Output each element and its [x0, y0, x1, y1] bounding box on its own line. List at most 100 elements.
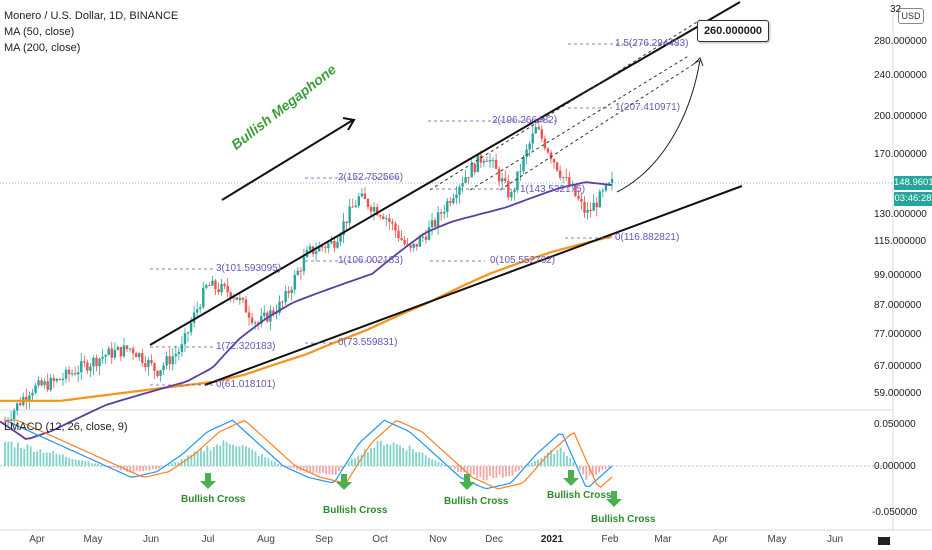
macd-bar: [389, 444, 392, 466]
macd-bar: [293, 466, 295, 469]
price-label-240: 240.000000: [874, 70, 927, 81]
macd-bar: [517, 466, 520, 471]
candle-body: [537, 127, 540, 130]
candle-body: [397, 230, 400, 239]
bullish-cross-label: Bullish Cross: [547, 490, 612, 501]
macd-bar: [331, 466, 334, 475]
macd-bar: [65, 456, 67, 466]
macd-bar: [543, 455, 546, 466]
macd-bar: [498, 466, 501, 475]
macd-bar: [527, 464, 530, 466]
candle-body: [473, 163, 476, 173]
ma50-legend[interactable]: MA (50, close): [4, 26, 75, 38]
candle-body: [55, 378, 59, 381]
macd-bar: [424, 455, 427, 466]
ma200-legend[interactable]: MA (200, close): [4, 42, 81, 54]
price-label-67: 67.000000: [874, 361, 922, 372]
bullish-cross-label: Bullish Cross: [181, 494, 246, 505]
candle-body: [205, 285, 208, 288]
candle-body: [476, 155, 479, 173]
megaphone-lower-line[interactable]: [204, 185, 743, 386]
candle-body: [241, 297, 245, 300]
macd-bar: [591, 466, 594, 476]
macd-bar: [534, 460, 536, 466]
candle-body: [52, 378, 56, 381]
macd-bar: [469, 466, 472, 476]
macd-bar: [325, 466, 328, 475]
macd-bar: [514, 466, 517, 472]
macd-bar: [530, 462, 533, 466]
macd-bar: [428, 457, 430, 466]
megaphone-upper-line[interactable]: [149, 1, 741, 346]
month-label: Dec: [485, 534, 503, 545]
candle-body: [49, 378, 52, 390]
macd-bar: [463, 466, 466, 473]
candle-body: [195, 309, 199, 313]
symbol-legend[interactable]: Monero / U.S. Dollar, 1D, BINANCE: [4, 10, 179, 22]
candle-body: [98, 358, 101, 367]
macd-bar: [562, 452, 565, 466]
candle-body: [43, 381, 46, 386]
macd-bar: [415, 452, 417, 466]
candle-body: [314, 251, 318, 254]
candle-body: [589, 209, 592, 211]
candle-body: [144, 362, 147, 368]
candle-body: [232, 297, 235, 299]
candle-body: [497, 168, 501, 182]
signal-line: [5, 419, 613, 490]
macd-bar: [100, 464, 103, 466]
macd-bar: [97, 463, 100, 466]
candle-body: [202, 287, 205, 308]
macd-bar: [453, 466, 456, 470]
candle-body: [351, 206, 354, 208]
candle-body: [449, 201, 452, 203]
macd-histogram: [4, 440, 610, 481]
candle-body: [238, 297, 242, 300]
macd-bar: [559, 447, 562, 466]
macd-bar: [588, 466, 591, 476]
macd-bar: [604, 466, 607, 470]
candles-group: [3, 118, 614, 427]
macd-bar: [171, 463, 173, 466]
macd-bar: [286, 466, 289, 468]
currency-badge[interactable]: USD: [898, 8, 924, 24]
price-label-280: 280.000000: [874, 36, 927, 47]
macd-label-zero: 0.000000: [874, 461, 916, 472]
price-label-87: 87.000000: [874, 300, 922, 311]
candle-body: [485, 160, 489, 162]
candle-body: [153, 363, 156, 371]
fib-label: 1(106.002183): [338, 255, 404, 266]
target-price-callout[interactable]: 260.000000: [697, 20, 769, 42]
candle-body: [433, 220, 437, 227]
candle-body: [400, 238, 403, 240]
macd-bar: [49, 452, 51, 466]
candle-body: [229, 292, 232, 298]
candle-body: [80, 361, 83, 373]
price-label-99: 99.000000: [874, 270, 922, 281]
macd-bar: [126, 466, 128, 472]
candle-body: [156, 370, 159, 377]
macd-bar: [553, 453, 556, 466]
macd-bar: [460, 466, 462, 473]
candle-body: [37, 380, 40, 386]
macd-bar: [222, 440, 225, 466]
candle-body: [189, 322, 193, 333]
macd-bar: [145, 466, 148, 471]
tradingview-logo[interactable]: [878, 537, 890, 545]
candle-body: [321, 246, 324, 248]
candle-body: [424, 236, 428, 240]
macd-bar: [251, 449, 254, 466]
macd-bar: [151, 466, 154, 470]
candle-body: [467, 177, 470, 179]
candle-body: [95, 357, 98, 367]
macd-bar: [16, 442, 19, 466]
macd-legend[interactable]: LMACD (12, 26, close, 9): [4, 421, 128, 433]
candle-body: [577, 196, 580, 199]
cross-arrow-1: [200, 473, 216, 489]
macd-bar: [328, 466, 331, 475]
macd-bar: [84, 461, 87, 466]
bullish-cross-arrows: [200, 470, 622, 507]
month-label: Mar: [654, 534, 672, 545]
fib-label: 2(196.266482): [492, 115, 558, 126]
